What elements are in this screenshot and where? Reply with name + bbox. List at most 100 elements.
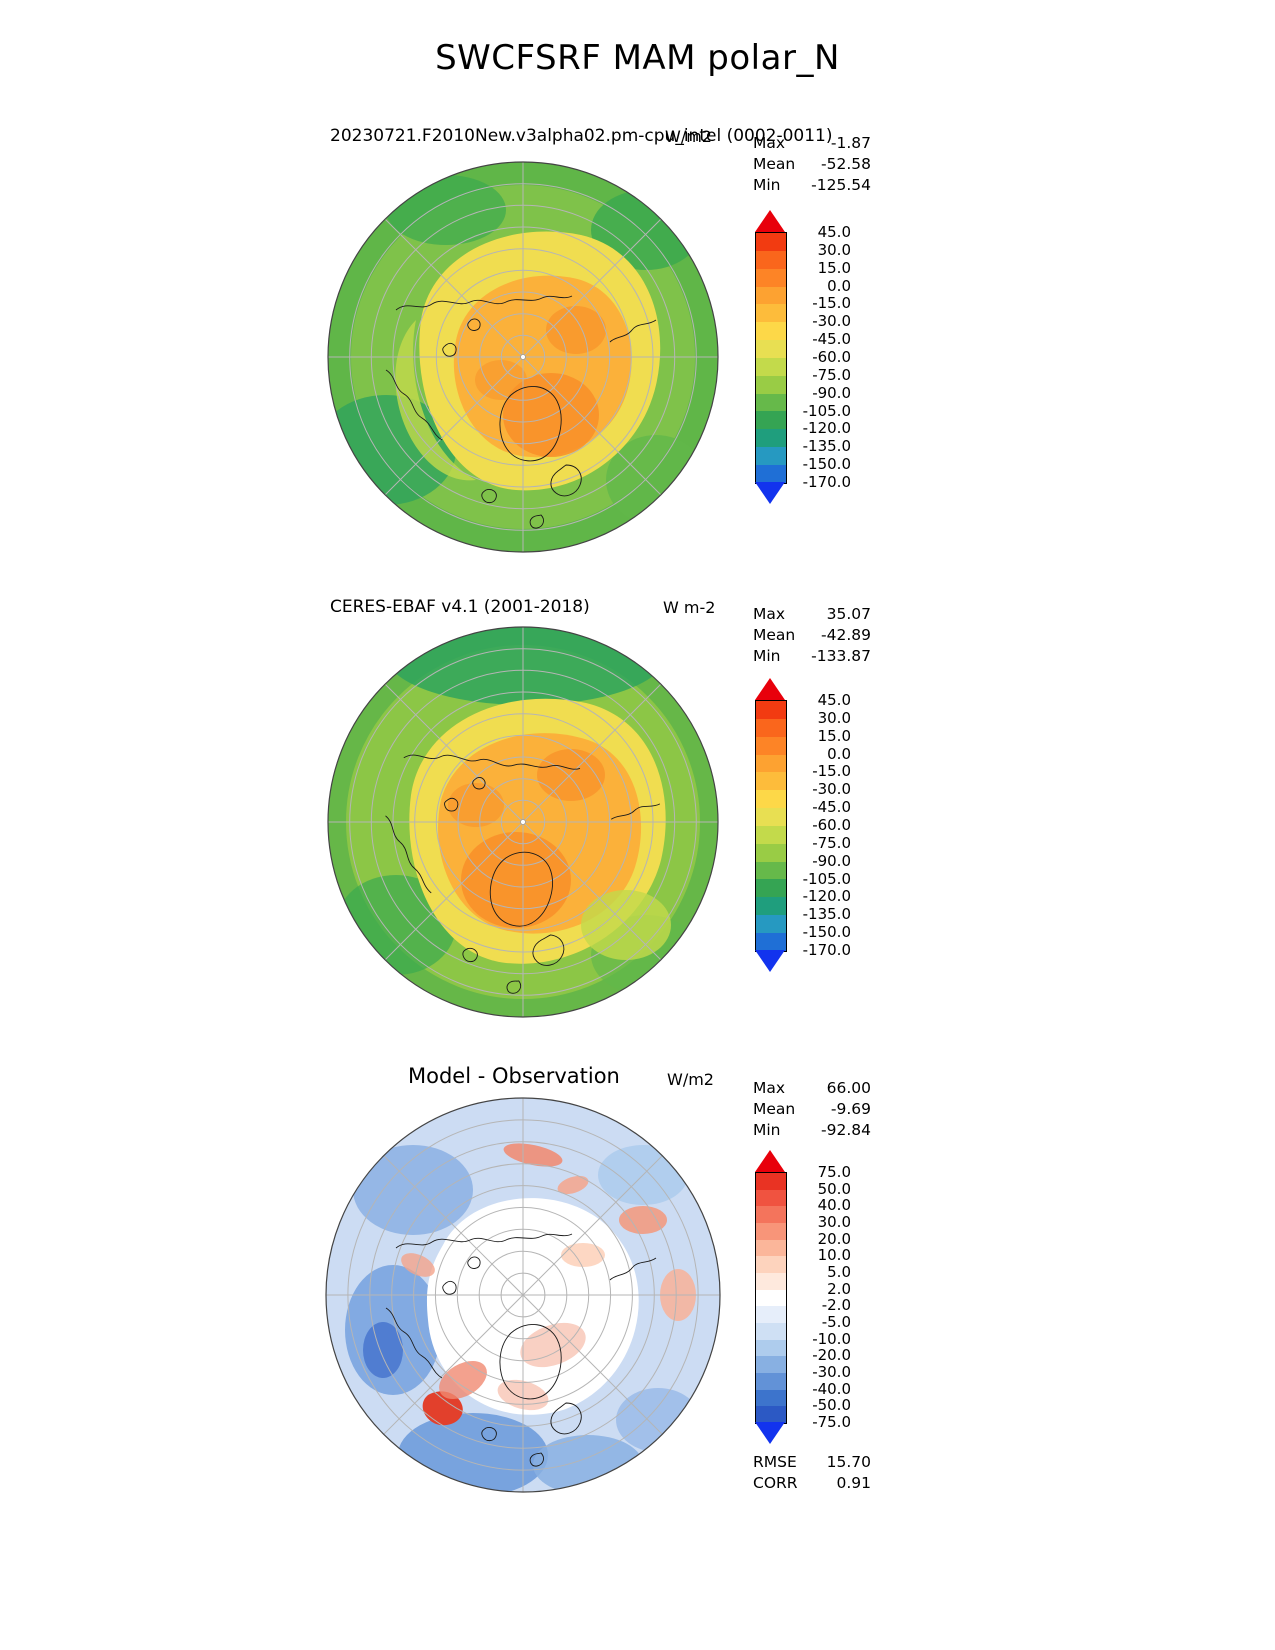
colorbar-tick-label: -75.0 <box>812 833 851 852</box>
colorbar-tick-label: -20.0 <box>812 1346 851 1365</box>
stat-min-value: -125.54 <box>811 176 871 194</box>
colorbar-tick-label: -45.0 <box>812 798 851 817</box>
colorbar-under-cap <box>755 482 785 504</box>
colorbar-segment <box>756 843 786 862</box>
stat-row-min: Min -92.84 <box>753 1120 871 1141</box>
colorbar-segment <box>756 429 786 448</box>
stat-row-mean: Mean -42.89 <box>753 625 871 646</box>
colorbar-tick-label: -45.0 <box>812 330 851 349</box>
stat-mean-value: -9.69 <box>830 1100 871 1118</box>
colorbar-tick-label: -60.0 <box>812 816 851 834</box>
stat-mean-value: -42.89 <box>821 626 871 644</box>
stat-max-value: 35.07 <box>826 605 871 623</box>
colorbar-segment <box>756 357 786 376</box>
stat-mean-value: -52.58 <box>821 155 871 173</box>
panel-3-title: Model - Observation <box>408 1064 620 1088</box>
panel-1-units: W/m2 <box>665 127 712 146</box>
colorbar-tick-label: -75.0 <box>812 1413 851 1431</box>
colorbar-tick-label: -30.0 <box>812 312 851 331</box>
colorbar-tick-label: -170.0 <box>802 941 851 959</box>
colorbar-segment <box>756 1389 786 1407</box>
colorbar-segment <box>756 233 786 251</box>
colorbar-tick-label: -60.0 <box>812 348 851 366</box>
colorbar-tick-label: 15.0 <box>817 726 851 745</box>
stat-mean-label: Mean <box>753 626 796 644</box>
colorbar-tick-label: 30.0 <box>817 1213 851 1231</box>
colorbar-tick-label: -30.0 <box>812 780 851 799</box>
colorbar-segment <box>756 825 786 844</box>
figure-title: SWCFSRF MAM polar_N <box>435 38 840 78</box>
stat-row-min: Min -125.54 <box>753 175 871 196</box>
stat-rmse-label: RMSE <box>753 1453 797 1471</box>
colorbar-tick-label: -105.0 <box>802 869 851 888</box>
colorbar-tick-label: 40.0 <box>817 1196 851 1215</box>
colorbar-tick-label: -2.0 <box>821 1296 851 1315</box>
stat-mean-label: Mean <box>753 155 796 173</box>
stat-corr-label: CORR <box>753 1474 798 1492</box>
colorbar-tick-label: -135.0 <box>802 437 851 456</box>
colorbar-segment <box>756 701 786 719</box>
colorbar-segment <box>756 447 786 465</box>
graticule <box>326 1098 720 1492</box>
colorbar-body <box>755 1172 787 1424</box>
colorbar-segment <box>756 411 786 430</box>
colorbar-segment <box>756 340 786 358</box>
colorbar-segment <box>756 250 786 269</box>
stat-row-mean: Mean -52.58 <box>753 154 871 175</box>
coastlines <box>385 754 661 994</box>
pole-marker <box>520 354 526 360</box>
colorbar-tick-label: -150.0 <box>802 455 851 474</box>
stat-max-label: Max <box>753 1079 786 1097</box>
colorbar-segment <box>756 304 786 323</box>
colorbar-segment <box>756 1189 786 1207</box>
colorbar-tick-label: -135.0 <box>802 905 851 924</box>
colorbar-segment <box>756 1322 786 1340</box>
stat-row-min: Min -133.87 <box>753 646 871 667</box>
colorbar-segment <box>756 1306 786 1323</box>
colorbar-tick-label: -5.0 <box>821 1313 851 1331</box>
panel-1-stats: Max -1.87 Mean -52.58 Min -125.54 <box>753 133 871 196</box>
colorbar-segment <box>756 1206 786 1223</box>
colorbar-tick-label: -50.0 <box>812 1396 851 1415</box>
stat-row-max: Max -1.87 <box>753 133 871 154</box>
colorbar-segment <box>756 772 786 791</box>
colorbar-segment <box>756 375 786 394</box>
colorbar-segment <box>756 1372 786 1390</box>
stat-row-max: Max 35.07 <box>753 604 871 625</box>
stat-min-value: -133.87 <box>811 647 871 665</box>
colorbar-under-cap <box>755 1422 785 1444</box>
stat-mean-label: Mean <box>753 1100 796 1118</box>
colorbar-tick-label: 45.0 <box>817 691 851 709</box>
pole-marker <box>520 819 526 825</box>
stat-max-value: -1.87 <box>830 134 871 152</box>
colorbar-segment <box>756 1256 786 1273</box>
colorbar-segment <box>756 808 786 826</box>
colorbar-tick-labels: 45.0 30.0 15.0 0.0 -15.0 -30.0 -45.0 -60.0 -75.0… <box>793 224 851 490</box>
panel-2-units: W m-2 <box>663 598 716 617</box>
colorbar-tick-label: 45.0 <box>817 223 851 241</box>
colorbar-tick-label: 0.0 <box>827 744 851 763</box>
colorbar-segment <box>756 879 786 898</box>
stat-max-label: Max <box>753 134 786 152</box>
colorbar-over-cap <box>755 678 785 700</box>
colorbar-segment <box>756 1406 786 1423</box>
colorbar-tick-label: -15.0 <box>812 762 851 781</box>
stat-min-label: Min <box>753 176 781 194</box>
panel-3-colorbar: 75.0 50.0 40.0 30.0 20.0 10.0 5.0 2.0 -2.0 -5.0 -1… <box>755 1150 915 1444</box>
colorbar-tick-label: 75.0 <box>817 1163 851 1181</box>
panel-3-stats: Max 66.00 Mean -9.69 Min -92.84 <box>753 1078 871 1141</box>
colorbar-tick-label: 15.0 <box>817 258 851 277</box>
colorbar-tick-label: -90.0 <box>812 383 851 402</box>
colorbar-segment <box>756 915 786 933</box>
colorbar-body <box>755 700 787 952</box>
colorbar-segment <box>756 1339 786 1357</box>
colorbar-segment <box>756 393 786 412</box>
stat-row-rmse: RMSE 15.70 <box>753 1452 871 1473</box>
colorbar-segment <box>756 1222 786 1240</box>
stat-row-mean: Mean -9.69 <box>753 1099 871 1120</box>
colorbar-segment <box>756 1289 786 1307</box>
colorbar-tick-label: -30.0 <box>812 1363 851 1381</box>
panel-2-colorbar: 45.0 30.0 15.0 0.0 -15.0 -30.0 -45.0 -60.0 -75.0… <box>755 678 915 972</box>
colorbar-segment <box>756 1356 786 1373</box>
colorbar-tick-label: 2.0 <box>827 1279 851 1298</box>
